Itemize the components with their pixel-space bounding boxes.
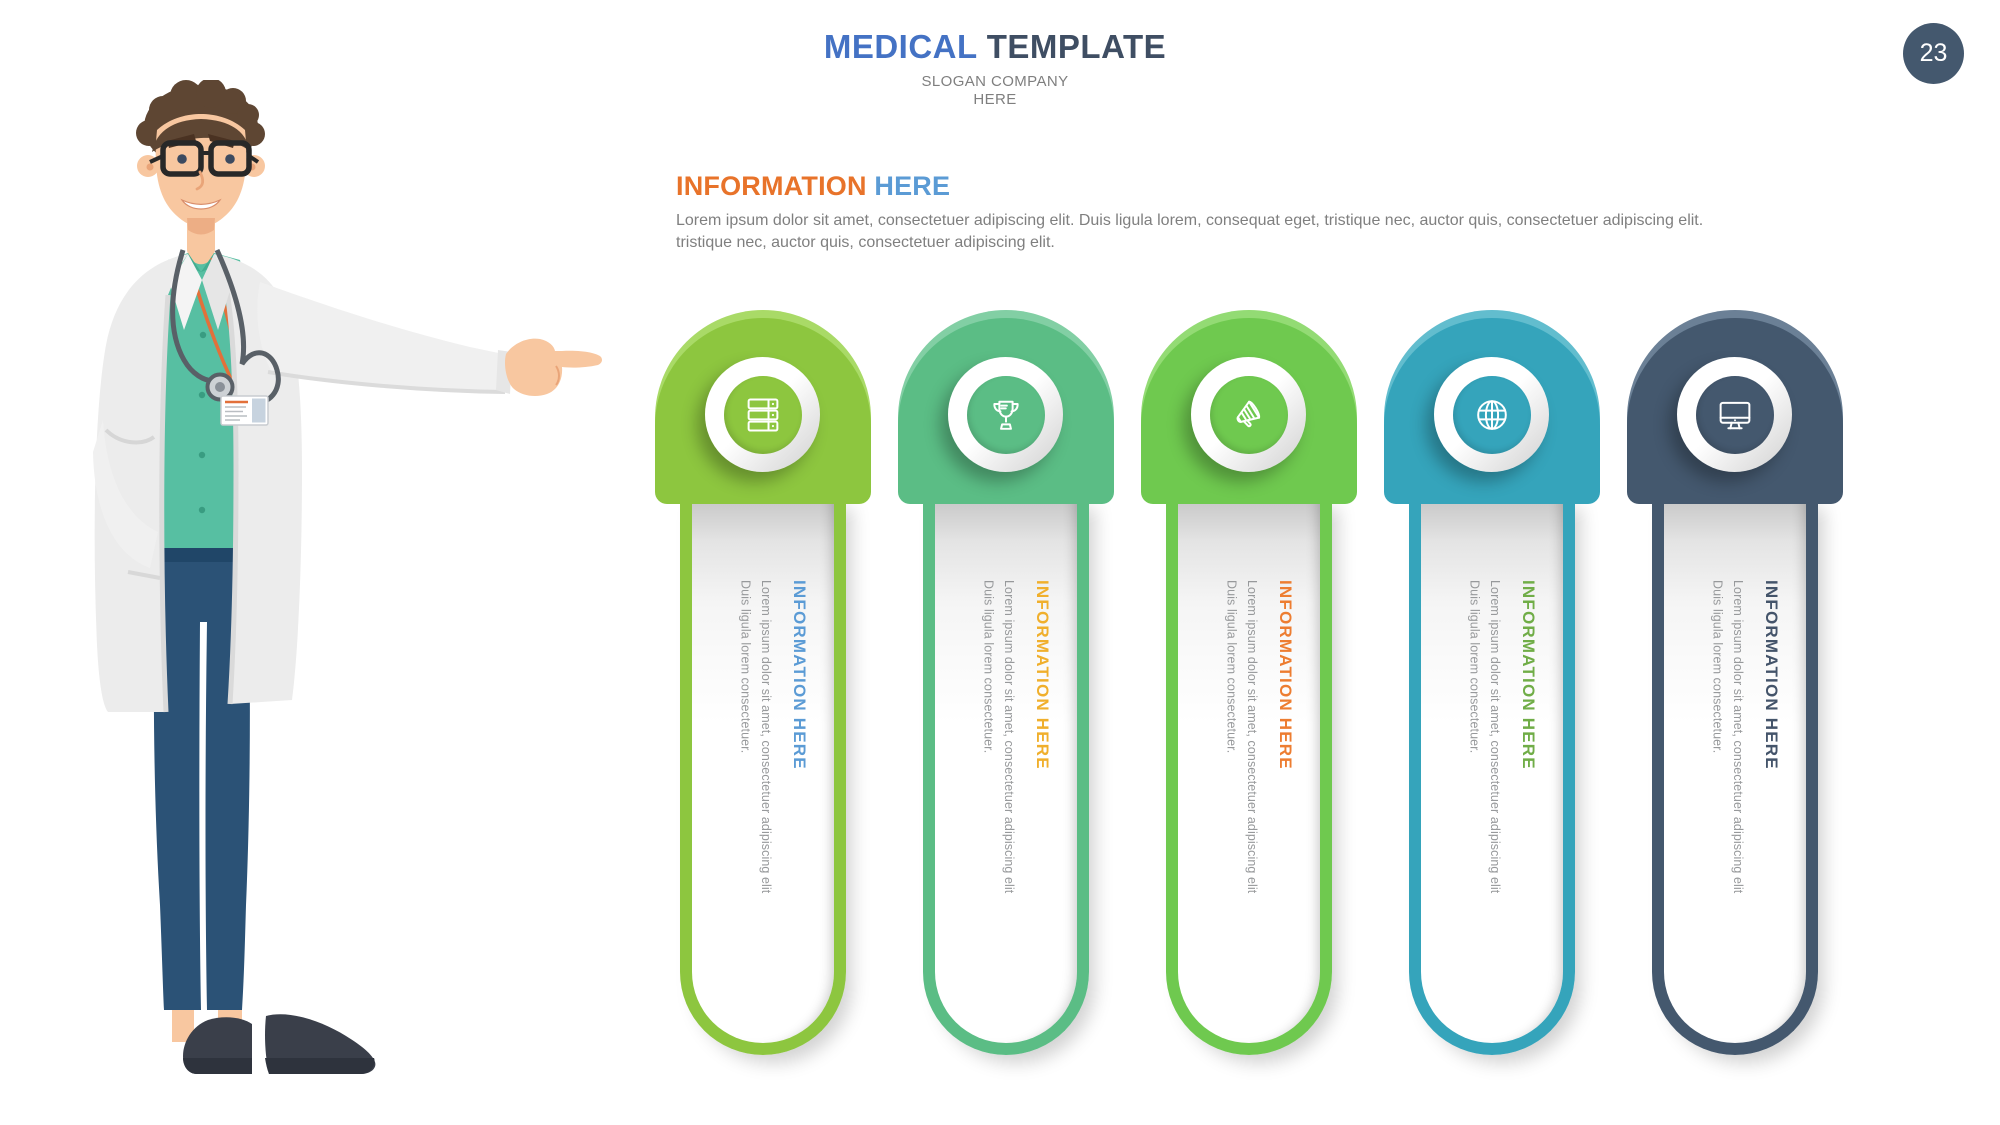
intro-body-line-2: tristique nec, auctor quis, consectetuer… bbox=[676, 234, 1055, 252]
card-body: Lorem ipsum dolor sit amet, consectetuer… bbox=[1467, 580, 1502, 894]
slogan: SLOGAN COMPANY HERE bbox=[795, 73, 1195, 108]
card-pill: INFORMATION HERE Lorem ipsum dolor sit a… bbox=[1166, 492, 1332, 1055]
card-icon-circle bbox=[723, 375, 802, 454]
card-heading: INFORMATION HERE bbox=[1276, 580, 1295, 770]
card-pill: INFORMATION HERE Lorem ipsum dolor sit a… bbox=[680, 492, 846, 1055]
slogan-line-1: SLOGAN COMPANY bbox=[921, 73, 1069, 90]
card-text: INFORMATION HERE Lorem ipsum dolor sit a… bbox=[1707, 580, 1782, 993]
card-icon-circle bbox=[1209, 375, 1288, 454]
page-title: MEDICAL TEMPLATE bbox=[695, 30, 1295, 63]
megaphone-icon bbox=[1236, 400, 1260, 427]
title-secondary: TEMPLATE bbox=[986, 28, 1167, 65]
intro-heading-secondary: HERE bbox=[874, 171, 951, 201]
card-icon-circle bbox=[1452, 375, 1531, 454]
intro-body-line-1: Lorem ipsum dolor sit amet, consectetuer… bbox=[676, 211, 1704, 229]
info-card-2: INFORMATION HERE Lorem ipsum dolor sit a… bbox=[898, 310, 1114, 1055]
card-body: Lorem ipsum dolor sit amet, consectetuer… bbox=[1224, 580, 1259, 894]
card-heading: INFORMATION HERE bbox=[1519, 580, 1538, 770]
globe-icon bbox=[1476, 399, 1507, 430]
card-body: Lorem ipsum dolor sit amet, consectetuer… bbox=[1710, 580, 1745, 894]
info-card-1: INFORMATION HERE Lorem ipsum dolor sit a… bbox=[655, 310, 871, 1055]
trophy-icon bbox=[992, 400, 1019, 430]
slogan-line-2: HERE bbox=[973, 90, 1017, 108]
intro-heading-primary: INFORMATION bbox=[676, 171, 867, 201]
page-number-badge: 23 bbox=[1903, 23, 1964, 84]
doctor-illustration bbox=[93, 80, 602, 1074]
card-icon-ring bbox=[1677, 357, 1792, 472]
card-heading: INFORMATION HERE bbox=[1762, 580, 1781, 770]
card-pill: INFORMATION HERE Lorem ipsum dolor sit a… bbox=[1652, 492, 1818, 1055]
server-icon bbox=[747, 398, 778, 431]
card-icon-circle bbox=[1695, 375, 1774, 454]
monitor-icon bbox=[1719, 401, 1750, 429]
card-icon-ring bbox=[705, 357, 820, 472]
card-pill: INFORMATION HERE Lorem ipsum dolor sit a… bbox=[1409, 492, 1575, 1055]
intro-heading: INFORMATION HERE bbox=[676, 171, 1826, 202]
intro-body: Lorem ipsum dolor sit amet, consectetuer… bbox=[676, 210, 1826, 255]
card-heading: INFORMATION HERE bbox=[790, 580, 809, 770]
intro-section: INFORMATION HERE Lorem ipsum dolor sit a… bbox=[676, 171, 1826, 255]
card-text: INFORMATION HERE Lorem ipsum dolor sit a… bbox=[735, 580, 810, 993]
page-number: 23 bbox=[1919, 39, 1948, 67]
card-text: INFORMATION HERE Lorem ipsum dolor sit a… bbox=[978, 580, 1053, 993]
info-card-5: INFORMATION HERE Lorem ipsum dolor sit a… bbox=[1627, 310, 1843, 1055]
card-text: INFORMATION HERE Lorem ipsum dolor sit a… bbox=[1221, 580, 1296, 993]
card-body: Lorem ipsum dolor sit amet, consectetuer… bbox=[981, 580, 1016, 894]
info-card-3: INFORMATION HERE Lorem ipsum dolor sit a… bbox=[1141, 310, 1357, 1055]
card-pill: INFORMATION HERE Lorem ipsum dolor sit a… bbox=[923, 492, 1089, 1055]
info-card-4: INFORMATION HERE Lorem ipsum dolor sit a… bbox=[1384, 310, 1600, 1055]
card-icon-ring bbox=[1434, 357, 1549, 472]
title-primary: MEDICAL bbox=[823, 28, 978, 65]
card-text: INFORMATION HERE Lorem ipsum dolor sit a… bbox=[1464, 580, 1539, 993]
card-icon-ring bbox=[948, 357, 1063, 472]
card-icon-ring bbox=[1191, 357, 1306, 472]
card-heading: INFORMATION HERE bbox=[1033, 580, 1052, 770]
card-icon-circle bbox=[966, 375, 1045, 454]
card-body: Lorem ipsum dolor sit amet, consectetuer… bbox=[738, 580, 773, 894]
